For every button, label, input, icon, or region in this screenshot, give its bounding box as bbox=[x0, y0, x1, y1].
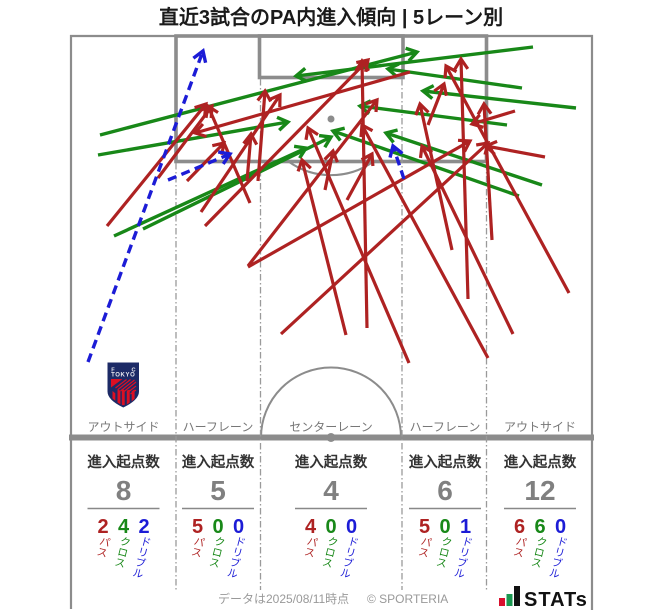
svg-text:8: 8 bbox=[116, 475, 132, 506]
svg-text:12: 12 bbox=[524, 475, 555, 506]
svg-text:クロス: クロス bbox=[530, 535, 548, 570]
svg-text:クロス: クロス bbox=[321, 535, 339, 570]
svg-text:5: 5 bbox=[192, 516, 203, 538]
svg-text:2: 2 bbox=[97, 516, 108, 538]
svg-text:クロス: クロス bbox=[435, 535, 453, 570]
svg-text:5: 5 bbox=[419, 516, 430, 538]
svg-text:C: C bbox=[131, 368, 135, 374]
svg-text:進入起点数: 進入起点数 bbox=[295, 453, 368, 471]
svg-text:6: 6 bbox=[514, 516, 525, 538]
svg-text:6: 6 bbox=[534, 516, 545, 538]
svg-text:パス: パス bbox=[303, 535, 319, 560]
svg-text:0: 0 bbox=[555, 516, 566, 538]
svg-text:ドリブル: ドリブル bbox=[453, 535, 474, 581]
svg-text:4: 4 bbox=[118, 516, 130, 538]
svg-text:ハーフレーン: ハーフレーン bbox=[410, 420, 481, 434]
svg-text:4: 4 bbox=[305, 516, 317, 538]
svg-text:進入起点数: 進入起点数 bbox=[409, 453, 482, 471]
svg-text:F: F bbox=[111, 368, 115, 374]
svg-text:ドリブル: ドリブル bbox=[131, 535, 152, 581]
svg-text:0: 0 bbox=[346, 516, 357, 538]
svg-text:クロス: クロス bbox=[208, 535, 226, 570]
svg-text:0: 0 bbox=[233, 516, 244, 538]
svg-text:5: 5 bbox=[210, 475, 226, 506]
svg-text:進入起点数: 進入起点数 bbox=[504, 453, 577, 471]
svg-text:アウトサイド: アウトサイド bbox=[87, 420, 159, 434]
svg-text:ドリブル: ドリブル bbox=[339, 535, 360, 581]
svg-text:© SPORTERIA: © SPORTERIA bbox=[367, 592, 448, 606]
svg-text:直近3試合のPA内進入傾向 | 5レーン別: 直近3試合のPA内進入傾向 | 5レーン別 bbox=[159, 5, 503, 29]
svg-text:データは2025/08/11時点: データは2025/08/11時点 bbox=[218, 591, 349, 606]
svg-text:進入起点数: 進入起点数 bbox=[182, 453, 255, 471]
svg-text:0: 0 bbox=[325, 516, 336, 538]
svg-text:クロス: クロス bbox=[113, 535, 131, 570]
svg-text:1: 1 bbox=[460, 516, 471, 538]
svg-text:0: 0 bbox=[212, 516, 223, 538]
svg-text:パス: パス bbox=[96, 535, 112, 560]
svg-text:パス: パス bbox=[417, 535, 433, 560]
svg-text:2: 2 bbox=[138, 516, 149, 538]
svg-text:ハーフレーン: ハーフレーン bbox=[183, 420, 254, 434]
svg-text:ドリブル: ドリブル bbox=[226, 535, 247, 581]
svg-text:ドリブル: ドリブル bbox=[548, 535, 569, 581]
svg-text:STATs: STATs bbox=[524, 589, 588, 611]
svg-text:6: 6 bbox=[437, 475, 453, 506]
svg-text:4: 4 bbox=[323, 475, 339, 506]
svg-text:パス: パス bbox=[190, 535, 206, 560]
svg-text:センターレーン: センターレーン bbox=[289, 420, 372, 434]
svg-text:アウトサイド: アウトサイド bbox=[504, 420, 576, 434]
svg-text:TOKYO: TOKYO bbox=[111, 373, 135, 379]
svg-text:0: 0 bbox=[439, 516, 450, 538]
svg-text:パス: パス bbox=[512, 535, 528, 560]
svg-text:進入起点数: 進入起点数 bbox=[87, 453, 160, 471]
